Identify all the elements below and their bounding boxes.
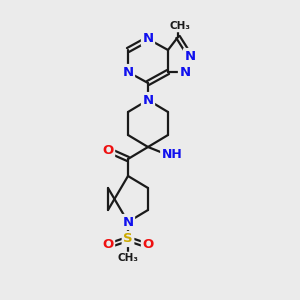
Text: N: N xyxy=(184,50,196,62)
Text: O: O xyxy=(102,143,114,157)
Text: O: O xyxy=(102,238,114,251)
Text: CH₃: CH₃ xyxy=(169,21,190,31)
Text: CH₃: CH₃ xyxy=(118,253,139,263)
Text: N: N xyxy=(179,65,191,79)
Text: NH: NH xyxy=(162,148,182,161)
Text: S: S xyxy=(123,232,133,245)
Text: N: N xyxy=(142,94,154,106)
Text: N: N xyxy=(142,32,154,46)
Text: O: O xyxy=(142,238,154,251)
Text: N: N xyxy=(122,215,134,229)
Text: N: N xyxy=(122,65,134,79)
